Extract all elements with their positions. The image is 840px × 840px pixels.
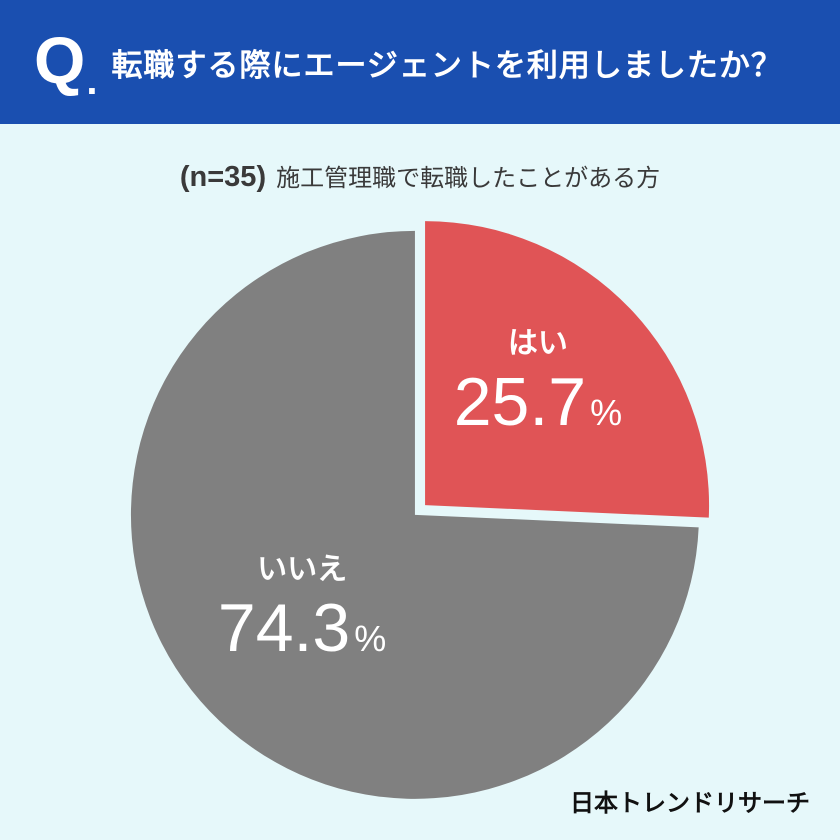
slice-value-label-0: 25.7% bbox=[454, 364, 622, 440]
q-dot: . bbox=[86, 59, 98, 103]
question-title: 転職する際にエージェントを利用しましたか？ bbox=[111, 47, 783, 84]
subtitle: (n=35) 施工管理職で転職したことがある方 bbox=[0, 158, 840, 194]
header-banner: Q . 転職する際にエージェントを利用しましたか？ bbox=[0, 0, 840, 124]
q-mark: Q bbox=[34, 23, 86, 97]
brand-logo: 日本トレンドリサーチ bbox=[570, 789, 810, 817]
slice-value-label-1: 74.3% bbox=[218, 590, 386, 666]
slice-category-label-1: いいえ bbox=[257, 552, 347, 587]
pie-slice-0 bbox=[425, 221, 710, 518]
slice-category-label-0: はい bbox=[508, 326, 568, 361]
pie-slice-1 bbox=[130, 230, 699, 799]
sample-size: (n=35) bbox=[179, 161, 267, 193]
subtitle-text: 施工管理職で転職したことがある方 bbox=[276, 164, 661, 192]
